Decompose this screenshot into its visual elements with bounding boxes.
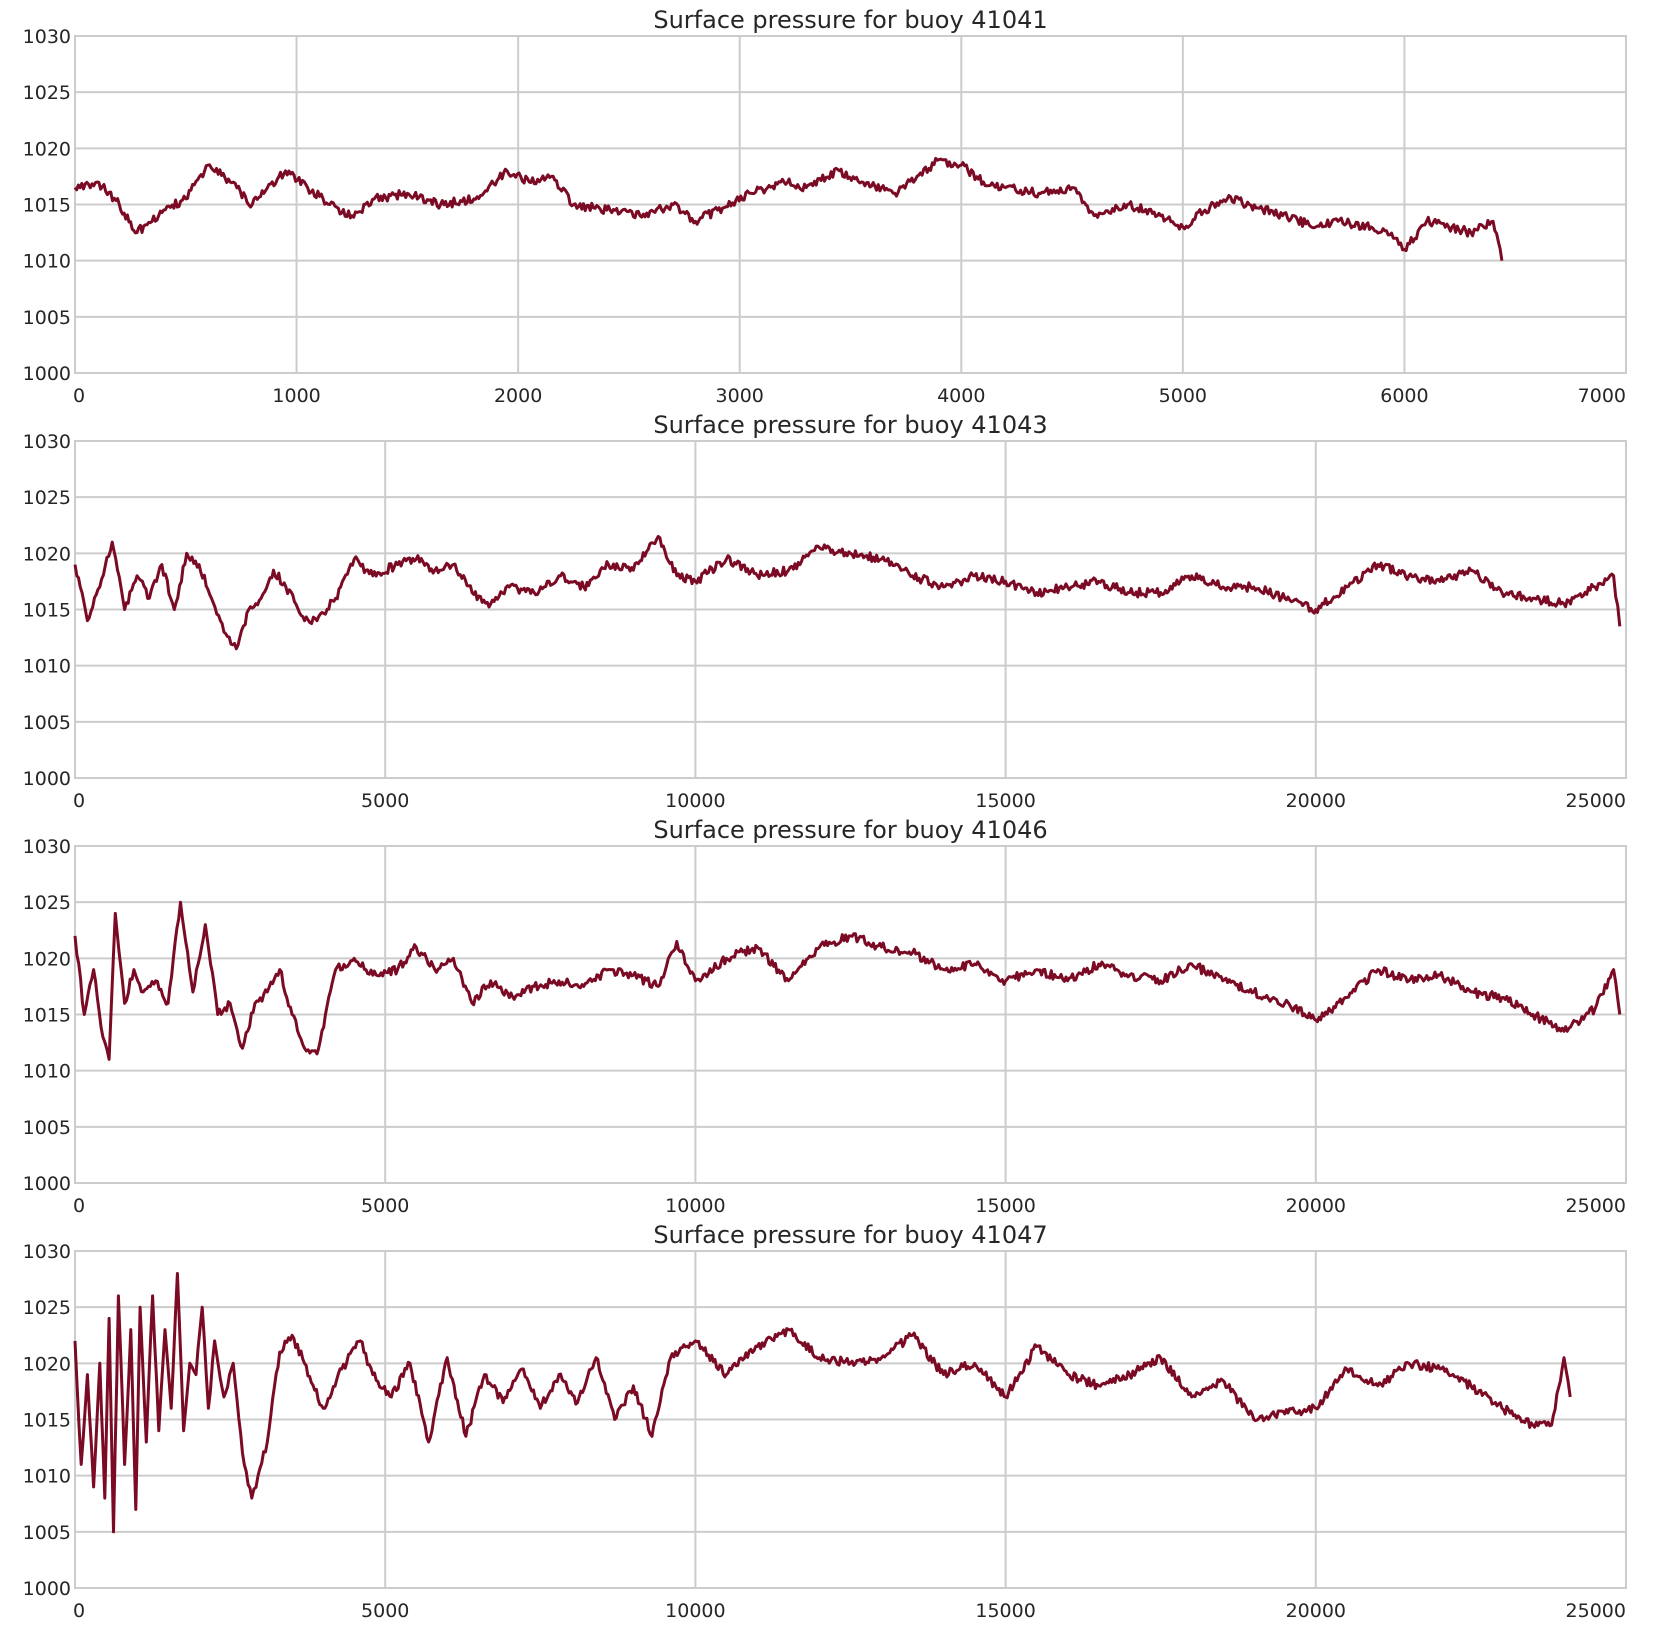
x-tick-label: 5000: [361, 1195, 409, 1217]
x-tick-label: 6000: [1380, 385, 1428, 407]
plot-frame: [74, 845, 1627, 1184]
x-tick-label: 25000: [1566, 1600, 1626, 1622]
x-tick-label: 5000: [361, 1600, 409, 1622]
y-tick-label: 1000: [23, 1173, 71, 1195]
panel-4: Surface pressure for buoy 41047 1000 1005 1…: [23, 1221, 1627, 1622]
y-tick-label: 1020: [23, 138, 71, 160]
panel-title: Surface pressure for buoy 41047: [653, 1221, 1047, 1249]
y-tick-label: 1005: [23, 307, 71, 329]
panel-3: Surface pressure for buoy 41046 1000 1005 1…: [23, 816, 1627, 1217]
y-tick-label: 1025: [23, 892, 71, 914]
y-tick-label: 1025: [23, 82, 71, 104]
y-tick-label: 1025: [23, 487, 71, 509]
y-tick-label: 1010: [23, 251, 71, 273]
x-tick-label: 15000: [975, 790, 1035, 812]
x-tick-label: 25000: [1566, 1195, 1626, 1217]
x-tick-label: 15000: [975, 1195, 1035, 1217]
x-tick-label: 10000: [665, 1195, 725, 1217]
y-tick-label: 1020: [23, 948, 71, 970]
x-tick-label: 10000: [665, 790, 725, 812]
pressure-series-line: [73, 1272, 1572, 1534]
pressure-series-line: [73, 156, 1504, 261]
panel-title: Surface pressure for buoy 41043: [653, 411, 1047, 439]
x-tick-label: 20000: [1286, 1600, 1346, 1622]
y-tick-label: 1030: [23, 836, 71, 858]
panel-title: Surface pressure for buoy 41041: [653, 6, 1047, 34]
x-tick-label: 0: [73, 1600, 85, 1622]
pressure-series-line: [73, 535, 1622, 651]
x-tick-label: 5000: [361, 790, 409, 812]
panel-title: Surface pressure for buoy 41046: [653, 816, 1047, 844]
plot-frame: [74, 1250, 1627, 1589]
x-tick-label: 3000: [716, 385, 764, 407]
y-tick-label: 1015: [23, 600, 71, 622]
y-tick-label: 1015: [23, 1005, 71, 1027]
x-tick-label: 5000: [1159, 385, 1207, 407]
y-tick-label: 1005: [23, 712, 71, 734]
y-tick-label: 1015: [23, 1410, 71, 1432]
x-tick-label: 2000: [494, 385, 542, 407]
y-tick-label: 1030: [23, 26, 71, 48]
x-tick-label: 0: [73, 385, 85, 407]
x-tick-label: 1000: [272, 385, 320, 407]
y-tick-label: 1010: [23, 1466, 71, 1488]
y-tick-label: 1025: [23, 1297, 71, 1319]
y-tick-label: 1000: [23, 1578, 71, 1600]
x-tick-label: 4000: [937, 385, 985, 407]
y-tick-label: 1015: [23, 195, 71, 217]
x-tick-label: 7000: [1578, 385, 1626, 407]
y-tick-label: 1005: [23, 1522, 71, 1544]
x-tick-label: 10000: [665, 1600, 725, 1622]
plot-frame: [74, 35, 1627, 374]
y-tick-label: 1000: [23, 768, 71, 790]
y-tick-label: 1010: [23, 656, 71, 678]
y-tick-label: 1010: [23, 1061, 71, 1083]
y-tick-label: 1030: [23, 431, 71, 453]
pressure-series-line: [73, 900, 1622, 1061]
panel-1: Surface pressure for buoy 41041 1000 1005 1…: [23, 6, 1627, 407]
x-tick-label: 20000: [1286, 790, 1346, 812]
x-tick-label: 0: [73, 1195, 85, 1217]
y-tick-label: 1020: [23, 543, 71, 565]
x-tick-label: 20000: [1286, 1195, 1346, 1217]
x-tick-label: 25000: [1566, 790, 1626, 812]
y-tick-label: 1030: [23, 1241, 71, 1263]
plot-frame: [74, 440, 1627, 779]
x-tick-label: 0: [73, 790, 85, 812]
y-tick-label: 1005: [23, 1117, 71, 1139]
panel-2: Surface pressure for buoy 41043 1000 1005 1…: [23, 411, 1627, 812]
y-tick-label: 1000: [23, 363, 71, 385]
x-tick-label: 15000: [975, 1600, 1035, 1622]
y-tick-label: 1020: [23, 1353, 71, 1375]
